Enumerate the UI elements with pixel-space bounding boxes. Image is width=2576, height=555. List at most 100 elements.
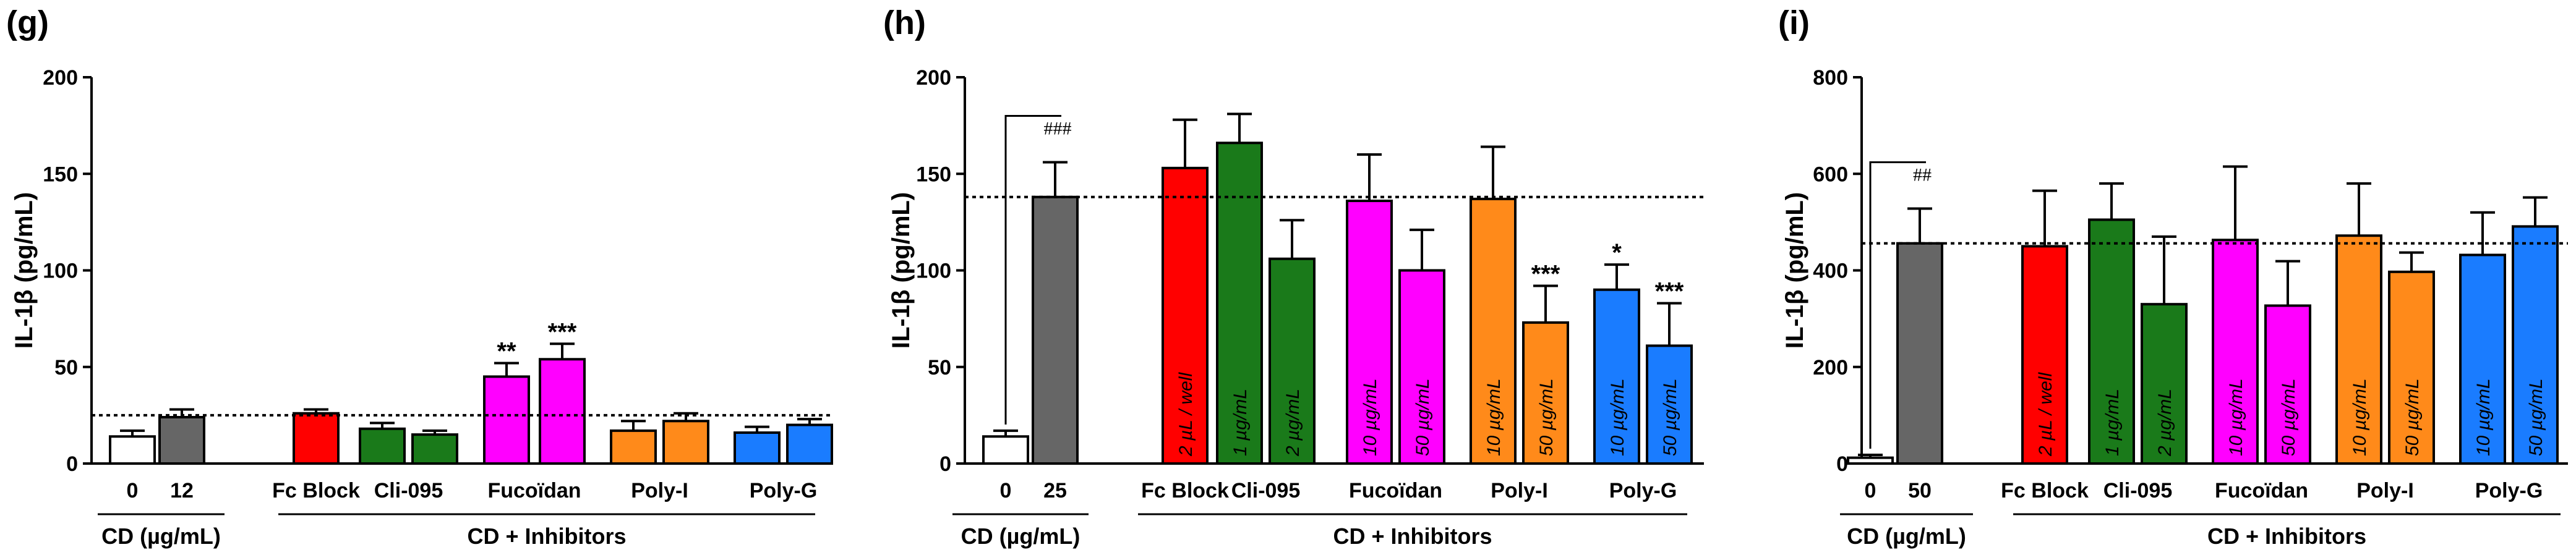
y-tick-label: 200: [43, 66, 78, 90]
dose-label: 10 µg/mL: [2350, 378, 2370, 456]
dose-label: 50 µg/mL: [2526, 378, 2546, 456]
y-tick-label: 200: [916, 66, 951, 90]
x-group-label: Poly-I: [2356, 479, 2414, 502]
bar: [1847, 456, 1894, 465]
dose-label: 1 µg/mL: [1230, 389, 1251, 456]
x-axis-label-cd: CD (µg/mL): [1847, 523, 1966, 549]
dose-label: 50 µg/mL: [1660, 378, 1680, 456]
x-group-label: Cli-095: [1231, 479, 1301, 502]
dose-label: 50 µg/mL: [1536, 378, 1557, 456]
chart-panel-2: (h) 0 50 100 150 200 IL-1β (pg/mL) 2 µL / well 1…: [883, 4, 1704, 549]
panel-letter: (i): [1778, 4, 1810, 41]
x-axis-label-inhibitors: CD + Inhibitors: [2207, 523, 2366, 549]
x-group-label: Fc Block: [272, 479, 360, 502]
bar: [734, 431, 781, 465]
x-group-label: Fucoïdan: [1349, 479, 1442, 502]
x-axis-label-cd: CD (µg/mL): [961, 523, 1080, 549]
significance-marker: ***: [548, 318, 577, 345]
x-group-label: Fucoïdan: [2215, 479, 2308, 502]
y-tick-label: 600: [1813, 163, 1848, 186]
panel-letter: (g): [6, 4, 49, 41]
significance-marker: *: [1612, 239, 1622, 266]
bar: [109, 435, 156, 465]
y-tick-label: 100: [43, 260, 78, 283]
bar: [610, 429, 657, 465]
bar: [2212, 239, 2259, 465]
dose-label: 10 µg/mL: [1484, 378, 1504, 456]
dose-label: 10 µg/mL: [1607, 378, 1628, 456]
x-group-label: Fc Block: [2001, 479, 2089, 502]
control-bracket: [1869, 161, 1926, 449]
x-group-label: Poly-G: [2475, 479, 2543, 502]
y-tick-label: 0: [66, 452, 78, 476]
dose-label: 10 µg/mL: [2473, 378, 2494, 456]
dose-label: 50 µg/mL: [2279, 378, 2299, 456]
bar: [2459, 253, 2506, 465]
bar: [982, 435, 1029, 465]
dose-label: 2 µg/mL: [1283, 389, 1303, 457]
y-tick-label: 50: [928, 356, 951, 379]
x-tick-label: 0: [1865, 479, 1876, 502]
y-tick-label: 0: [939, 452, 951, 476]
x-group-label: Poly-G: [750, 479, 818, 502]
bar: [662, 420, 709, 465]
bar: [411, 433, 458, 465]
x-tick-label: 50: [1908, 479, 1932, 502]
dose-label: 10 µg/mL: [1360, 378, 1380, 456]
y-tick-label: 50: [54, 356, 78, 379]
y-tick-label: 200: [1813, 356, 1848, 379]
significance-marker: **: [497, 338, 516, 365]
y-tick-label: 100: [916, 260, 951, 283]
x-axis-label-cd: CD (µg/mL): [101, 523, 221, 549]
x-group-label: Cli-095: [374, 479, 443, 502]
control-bracket: [1004, 115, 1061, 425]
bar: [1593, 288, 1640, 465]
dose-label: 1 µg/mL: [2102, 389, 2123, 456]
control-significance-label: ###: [1044, 119, 1072, 139]
y-axis-label: IL-1β (pg/mL): [888, 192, 915, 349]
x-tick-label: 12: [170, 479, 194, 502]
bar: [1896, 242, 1943, 465]
y-tick-label: 150: [916, 163, 951, 186]
x-axis-label-inhibitors: CD + Inhibitors: [1333, 523, 1492, 549]
dose-label: 50 µg/mL: [2402, 378, 2423, 456]
y-tick-label: 150: [43, 163, 78, 186]
bar: [293, 412, 340, 465]
bar: [2264, 304, 2311, 465]
x-axis-label-inhibitors: CD + Inhibitors: [467, 523, 626, 549]
x-group-label: Poly-I: [631, 479, 688, 502]
y-axis-label: IL-1β (pg/mL): [1781, 192, 1808, 349]
x-group-label: Fc Block: [1141, 479, 1229, 502]
bar: [1522, 321, 1569, 465]
x-group-label: Fucoïdan: [487, 479, 581, 502]
x-tick-label: 0: [1000, 479, 1012, 502]
dose-label: 2 µL / well: [1176, 372, 1196, 457]
bar: [1032, 195, 1079, 465]
bar: [1398, 269, 1445, 465]
control-significance-label: ##: [1913, 165, 1932, 185]
bar: [2141, 303, 2188, 465]
x-tick-label: 25: [1043, 479, 1067, 502]
dose-label: 10 µg/mL: [2226, 378, 2246, 456]
panel-letter: (h): [883, 4, 926, 41]
bar: [539, 358, 586, 465]
bar: [1646, 344, 1693, 465]
bar: [2388, 270, 2435, 465]
significance-marker: ***: [1531, 261, 1560, 288]
y-axis-label: IL-1β (pg/mL): [11, 192, 38, 349]
bar: [158, 416, 205, 465]
bar: [1346, 200, 1393, 465]
y-tick-label: 0: [1836, 452, 1848, 476]
bar: [2088, 218, 2135, 465]
y-tick-label: 400: [1813, 260, 1848, 283]
significance-marker: ***: [1655, 278, 1684, 305]
dose-label: 50 µg/mL: [1413, 378, 1433, 456]
bar: [2021, 245, 2068, 465]
bar: [786, 423, 833, 465]
bar: [1269, 257, 1316, 465]
x-group-label: Poly-G: [1609, 479, 1677, 502]
x-group-label: Poly-I: [1491, 479, 1548, 502]
chart-panel-3: (i) 0 200 400 600 800 IL-1β (pg/mL) 2 µL / well…: [1778, 4, 2568, 549]
